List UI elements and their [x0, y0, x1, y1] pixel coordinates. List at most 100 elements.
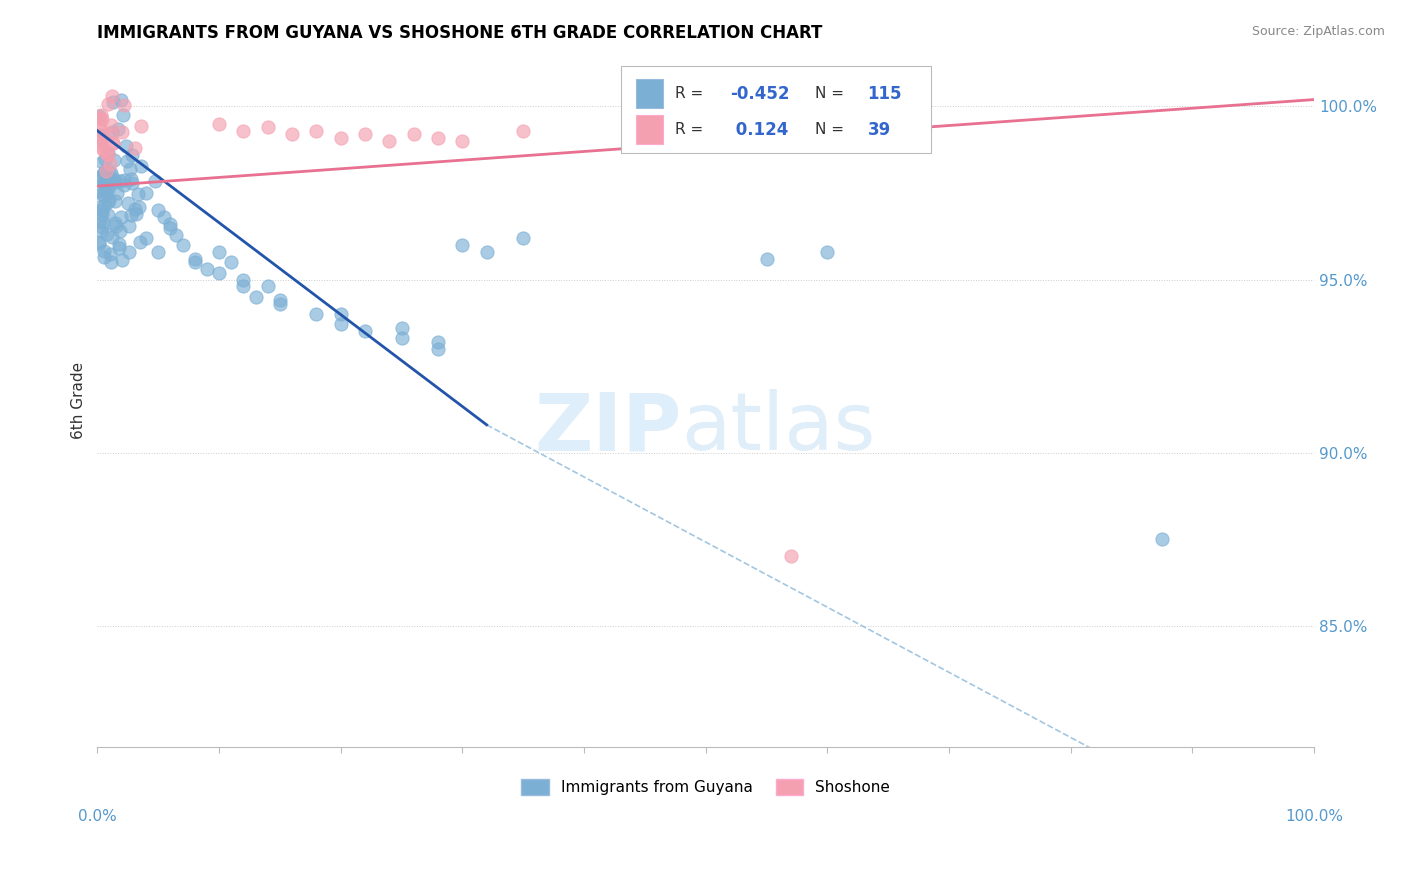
- Point: [281, 127, 304, 141]
- Legend: Immigrants from Guyana, Shoshone: Immigrants from Guyana, Shoshone: [515, 772, 897, 801]
- Point: [90, 187, 112, 202]
- Point: [512, 231, 534, 245]
- Point: [103, 136, 125, 151]
- Text: -0.452: -0.452: [730, 85, 790, 103]
- Point: [97, 96, 120, 111]
- Point: [120, 171, 142, 186]
- Point: [427, 334, 450, 349]
- Point: [195, 262, 218, 277]
- Point: [87, 237, 110, 252]
- Point: [89, 135, 111, 149]
- Point: [97, 177, 120, 191]
- Point: [93, 152, 115, 166]
- Point: [232, 124, 254, 138]
- Point: [129, 235, 152, 249]
- Point: [100, 118, 122, 132]
- Point: [183, 252, 205, 266]
- Point: [87, 184, 110, 198]
- Point: [427, 130, 450, 145]
- Point: [93, 251, 115, 265]
- Point: [101, 136, 124, 150]
- Text: N =: N =: [815, 87, 849, 101]
- Text: Source: ZipAtlas.com: Source: ZipAtlas.com: [1251, 25, 1385, 38]
- Point: [108, 241, 131, 255]
- Point: [104, 219, 127, 233]
- Point: [208, 244, 231, 259]
- Point: [101, 95, 124, 109]
- Point: [96, 182, 118, 196]
- Point: [354, 127, 377, 141]
- Point: [232, 272, 254, 286]
- Text: N =: N =: [815, 122, 849, 137]
- Text: 0.124: 0.124: [730, 120, 789, 138]
- Point: [110, 210, 132, 224]
- Point: [98, 164, 121, 178]
- Text: ZIP: ZIP: [534, 389, 682, 467]
- Point: [108, 224, 131, 238]
- Point: [103, 172, 125, 186]
- Point: [98, 247, 121, 261]
- Point: [97, 148, 120, 162]
- Point: [104, 175, 127, 189]
- Point: [208, 117, 231, 131]
- Text: atlas: atlas: [682, 389, 876, 467]
- Point: [135, 186, 157, 200]
- Text: R =: R =: [675, 87, 709, 101]
- Point: [305, 124, 328, 138]
- Point: [269, 297, 291, 311]
- Point: [96, 146, 118, 161]
- Point: [402, 127, 425, 141]
- Point: [172, 238, 194, 252]
- Point: [87, 200, 110, 214]
- Point: [165, 227, 187, 242]
- Point: [329, 307, 352, 321]
- Point: [91, 215, 114, 229]
- Point: [148, 203, 170, 218]
- Point: [475, 244, 498, 259]
- Point: [117, 195, 139, 210]
- Point: [120, 207, 142, 221]
- Point: [100, 255, 122, 269]
- Text: 39: 39: [868, 120, 891, 138]
- Point: [91, 207, 114, 221]
- Point: [93, 166, 115, 180]
- Point: [94, 178, 117, 193]
- Point: [755, 252, 778, 266]
- Point: [91, 141, 114, 155]
- Point: [87, 131, 110, 145]
- Point: [101, 230, 124, 244]
- Point: [89, 169, 111, 184]
- Point: [90, 224, 112, 238]
- Point: [93, 244, 115, 259]
- Text: 100.0%: 100.0%: [1285, 809, 1343, 824]
- FancyBboxPatch shape: [620, 66, 931, 153]
- Point: [90, 132, 112, 146]
- Point: [89, 111, 111, 125]
- Point: [93, 199, 115, 213]
- Point: [89, 120, 111, 135]
- Text: 0.0%: 0.0%: [77, 809, 117, 824]
- Point: [354, 325, 377, 339]
- Point: [94, 164, 117, 178]
- Point: [219, 255, 242, 269]
- Point: [118, 161, 141, 176]
- Point: [112, 173, 135, 187]
- Point: [115, 153, 138, 168]
- Point: [183, 255, 205, 269]
- Point: [780, 549, 803, 564]
- Point: [110, 252, 132, 267]
- Point: [110, 93, 132, 107]
- Point: [159, 217, 181, 231]
- Point: [101, 89, 124, 103]
- Point: [94, 176, 117, 190]
- Point: [329, 318, 352, 332]
- Point: [90, 108, 112, 122]
- Point: [427, 342, 450, 356]
- Point: [107, 121, 129, 136]
- Point: [305, 307, 328, 321]
- Y-axis label: 6th Grade: 6th Grade: [72, 362, 86, 439]
- Point: [90, 154, 112, 169]
- Point: [208, 266, 231, 280]
- Point: [89, 120, 111, 134]
- Point: [148, 244, 170, 259]
